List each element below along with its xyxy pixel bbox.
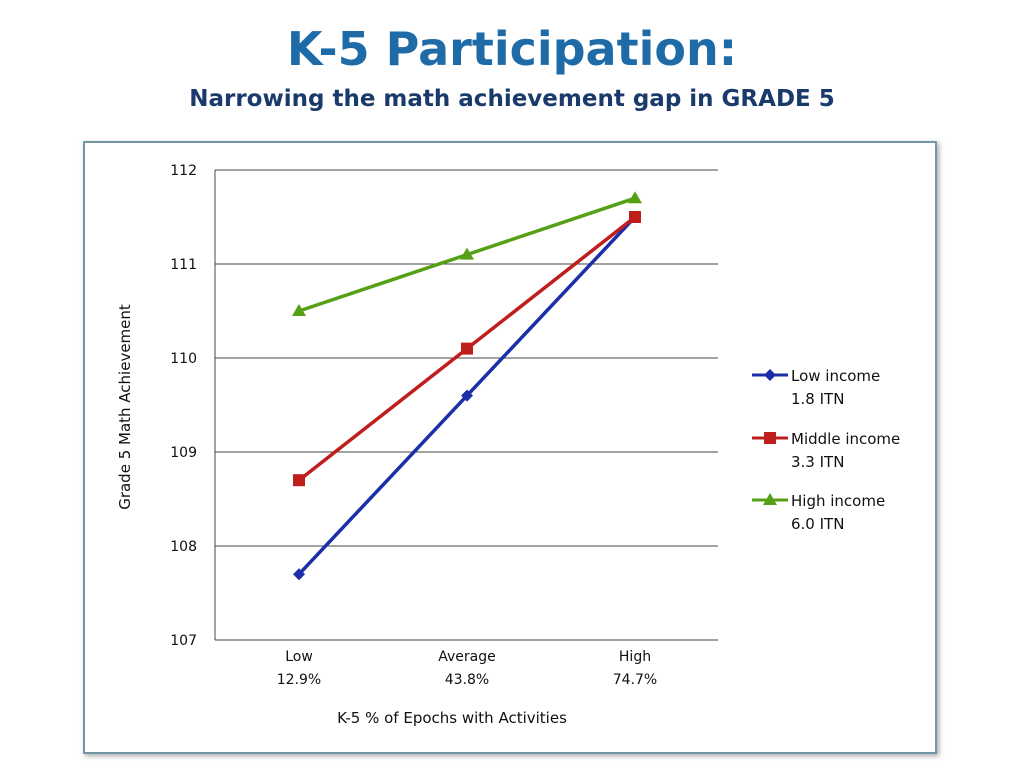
page-title: K-5 Participation: — [286, 22, 738, 76]
legend-item: Middle income 3.3 ITN — [752, 430, 900, 471]
series-low-income — [293, 211, 641, 581]
legend-label: Middle income — [791, 430, 900, 448]
y-tick-label: 108 — [170, 539, 197, 555]
x-tick-sublabel: 12.9% — [277, 672, 321, 688]
x-tick-sublabel: 43.8% — [445, 672, 489, 688]
data-point — [628, 191, 642, 204]
y-tick-label: 111 — [170, 257, 197, 273]
data-point — [292, 304, 306, 316]
y-axis-label: Grade 5 Math Achievement — [116, 304, 134, 510]
legend-marker — [764, 432, 776, 444]
legend-sublabel: 6.0 ITN — [791, 515, 844, 533]
legend-marker — [764, 369, 776, 381]
series-middle-income — [293, 211, 641, 487]
data-point — [461, 389, 473, 402]
legend-item: Low income 1.8 ITN — [752, 367, 880, 408]
x-axis-ticks: Low 12.9% Average 43.8% High 74.7% — [277, 649, 657, 688]
data-point — [629, 211, 641, 223]
y-tick-label: 112 — [170, 163, 197, 179]
chart-frame: 107 108 109 110 111 112 Low 12.9% Average 43.8% H… — [83, 141, 937, 754]
x-tick-label: Average — [438, 649, 496, 665]
legend-label: High income — [791, 492, 885, 510]
data-point — [461, 342, 473, 355]
legend-sublabel: 1.8 ITN — [791, 390, 844, 408]
x-tick-sublabel: 74.7% — [613, 672, 657, 688]
y-tick-label: 107 — [170, 633, 197, 649]
legend: Low income 1.8 ITN Middle income 3.3 ITN Hig… — [752, 367, 900, 533]
y-axis-ticks: 107 108 109 110 111 112 — [170, 163, 197, 649]
x-tick-label: High — [619, 649, 651, 665]
legend-marker — [763, 493, 777, 505]
line-chart: 107 108 109 110 111 112 Low 12.9% Average 43.8% H… — [116, 163, 900, 727]
legend-item: High income 6.0 ITN — [752, 492, 885, 533]
legend-label: Low income — [791, 367, 880, 385]
data-point — [293, 474, 305, 487]
gridlines — [214, 169, 718, 641]
series-group — [292, 191, 642, 581]
series-high-income — [292, 191, 642, 316]
page-subtitle: Narrowing the math achievement gap in GR… — [189, 86, 835, 112]
x-axis-label: K-5 % of Epochs with Activities — [337, 709, 567, 727]
x-tick-label: Low — [285, 649, 313, 665]
y-tick-label: 110 — [170, 351, 197, 367]
legend-sublabel: 3.3 ITN — [791, 453, 844, 471]
y-tick-label: 109 — [170, 445, 197, 461]
data-point — [460, 247, 474, 260]
data-point — [293, 568, 305, 581]
